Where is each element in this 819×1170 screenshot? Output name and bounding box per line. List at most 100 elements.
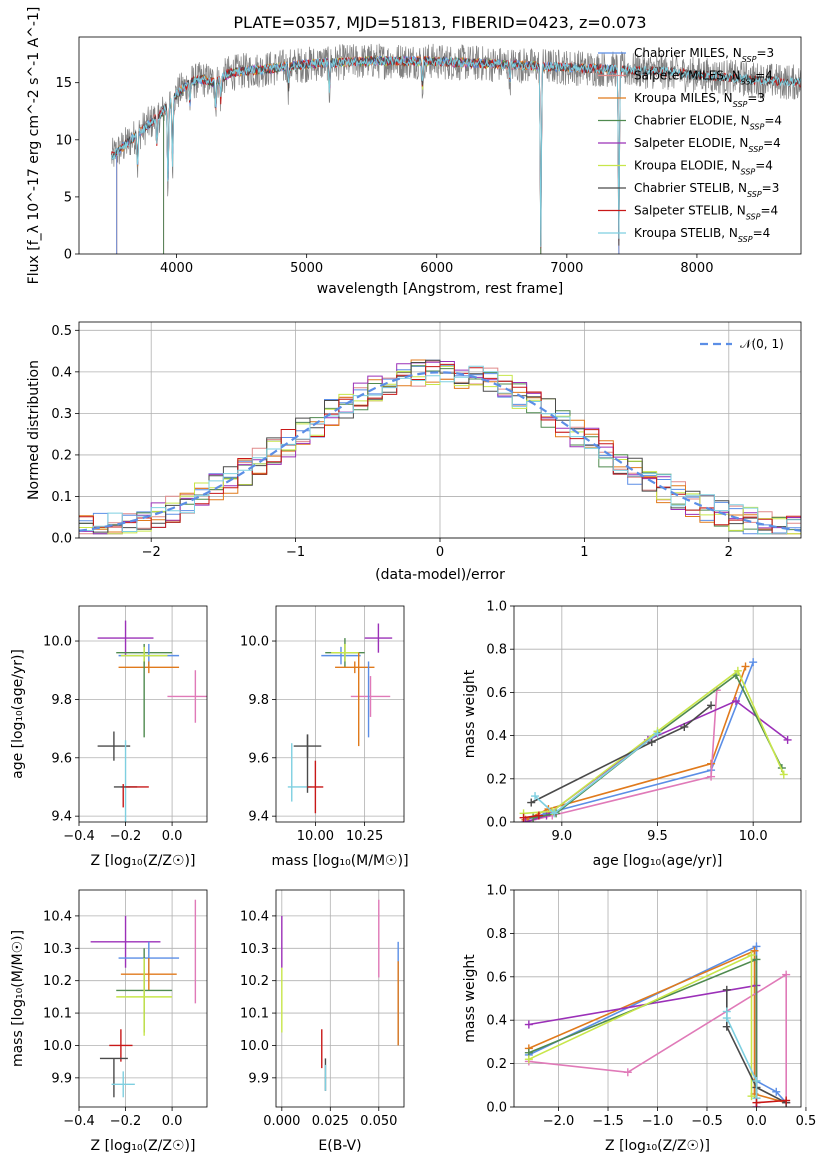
data-point-errorbar [97, 620, 154, 656]
frame: 4000 5000 6000 7000 8000 0 5 10 15 wavelength [An… [26, 7, 802, 297]
x-tick-label: 0.5 [796, 1114, 817, 1129]
residuals-axes: −2 −1 0 1 2 0.0 0.1 0.2 0.3 0.4 0.5 (data-model)/er… [26, 321, 802, 583]
y-tick-label: 10.2 [43, 974, 72, 989]
data-point-errorbar [109, 1029, 133, 1062]
x-axis-label: wavelength [Angstrom, rest frame] [317, 281, 563, 297]
axes-frame [513, 889, 802, 1108]
legend-text: Chabrier STELIB, N [634, 181, 747, 195]
weight-series-line [528, 984, 758, 1107]
grid [276, 890, 404, 1107]
weight-marker [752, 1076, 761, 1085]
axes-frame [275, 605, 405, 823]
y-axis-label: Normed distribution [26, 360, 42, 500]
legend-entry: Kroupa ELODIE, NSSP=4 [634, 159, 773, 177]
x-tick-label: 0.000 [263, 1114, 300, 1129]
y-tick-label: 0.2 [486, 1057, 507, 1072]
data-point-errorbar [364, 623, 393, 653]
y-tick-label: 10.0 [43, 635, 72, 650]
legend-text: Salpeter MILES, N [634, 69, 741, 83]
weight-marker [647, 738, 656, 747]
weight-marker [782, 1096, 791, 1105]
figure-title: PLATE=0357, MJD=51813, FIBERID=0423, z=0… [233, 13, 646, 32]
y-tick-label: 0.4 [51, 365, 72, 380]
weight-marker [623, 1068, 632, 1077]
grid [78, 890, 207, 1107]
x-tick-label: 0.025 [312, 1114, 349, 1129]
frame: −2 −1 0 1 2 0.0 0.1 0.2 0.3 0.4 0.5 (data-model)/er… [26, 321, 802, 583]
mass-vs-metallicity-axes: −0.4 −0.2 0.0 9.9 10.0 10.1 10.2 10.3 10.4 Z [log… [10, 889, 208, 1154]
legend-text: =4 [764, 114, 782, 128]
weight-marker [783, 735, 792, 744]
legend-subscript: SSP [746, 212, 761, 221]
axes-frame [78, 321, 802, 539]
axes-frame [513, 605, 802, 823]
weight-series-line [756, 1099, 787, 1104]
weight-marker [772, 1087, 781, 1096]
weight-marker [707, 701, 716, 710]
y-tick-label: 0.4 [486, 1014, 507, 1029]
x-tick-label: −0.4 [63, 1114, 95, 1129]
legend-subscript: SSP [748, 145, 763, 154]
y-tick-label: 10.1 [240, 1007, 269, 1022]
weight-marker [653, 729, 662, 738]
frame: 9.0 9.5 10.0 0.0 0.2 0.4 0.6 0.8 1.0 age [log₁₀(a… [462, 600, 802, 869]
y-tick-label: 10 [55, 133, 72, 148]
axes-frame [275, 889, 405, 1108]
weight-marker [752, 955, 761, 964]
x-tick-label: −1 [286, 545, 305, 560]
model-spectrum-line [116, 55, 620, 254]
data-point-errorbar [111, 1071, 135, 1098]
y-tick-label: 0.8 [486, 643, 507, 658]
frame: 0.000 0.025 0.050 9.9 10.0 10.1 10.2 10.3 10.4 E(… [240, 889, 405, 1154]
y-tick-label: 10.0 [240, 635, 269, 650]
y-tick-label: 0.2 [51, 448, 72, 463]
weight-series-line [528, 958, 758, 1099]
weight-marker [707, 772, 716, 781]
plot-area [79, 359, 801, 535]
data-point-errorbar [167, 670, 207, 723]
legend-entry: 𝒩(0, 1) [740, 337, 784, 351]
x-tick-label: 0.0 [746, 1114, 767, 1129]
weight-marker [747, 1092, 756, 1101]
data-point-errorbar [331, 643, 359, 662]
x-tick-label: −0.4 [63, 829, 95, 844]
legend-subscript: SSP [741, 167, 756, 176]
x-tick-label: 1 [580, 545, 588, 560]
y-tick-label: 9.8 [51, 693, 72, 708]
x-tick-label: 9.5 [647, 829, 668, 844]
histogram-step [79, 359, 801, 535]
model-spectrum-line [116, 55, 620, 254]
plot-area [97, 620, 207, 822]
axes-frame [78, 889, 208, 1108]
x-axis-label: Z [log₁₀(Z/Z☉)] [91, 853, 196, 869]
y-tick-label: 10.2 [240, 974, 269, 989]
legend-subscript: SSP [741, 77, 756, 86]
x-tick-label: 0.0 [162, 829, 183, 844]
x-axis-label: Z [log₁₀(Z/Z☉)] [91, 1138, 196, 1154]
weight-series-line [528, 973, 788, 1103]
x-axis-label: (data-model)/error [375, 567, 505, 583]
frame: 10.00 10.25 9.4 9.6 9.8 10.0 mass [log₁₀(M/M☉)… [240, 605, 409, 869]
weight-marker [524, 1055, 533, 1064]
weight-marker [524, 1020, 533, 1029]
weight-marker [731, 697, 740, 706]
legend-text: Chabrier ELODIE, N [634, 114, 750, 128]
x-tick-label: 9.0 [551, 829, 572, 844]
weight-marker [531, 792, 540, 801]
legend-text: =4 [760, 204, 778, 218]
weight-marker [722, 1014, 731, 1023]
x-tick-label: 0.0 [162, 1114, 183, 1129]
weight-marker [733, 666, 742, 675]
y-tick-label: 9.6 [51, 751, 72, 766]
y-tick-label: 0 [64, 248, 72, 263]
weight-series-line [525, 666, 747, 821]
y-tick-label: 10.3 [43, 942, 72, 957]
x-tick-label: 2 [725, 545, 733, 560]
x-tick-label: −0.5 [691, 1114, 723, 1129]
axes-frame [78, 605, 208, 823]
legend-entry: Kroupa STELIB, NSSP=4 [634, 226, 770, 244]
weight-marker [529, 813, 538, 822]
axes-frame [78, 36, 802, 255]
legend: 𝒩(0, 1) [700, 337, 784, 351]
